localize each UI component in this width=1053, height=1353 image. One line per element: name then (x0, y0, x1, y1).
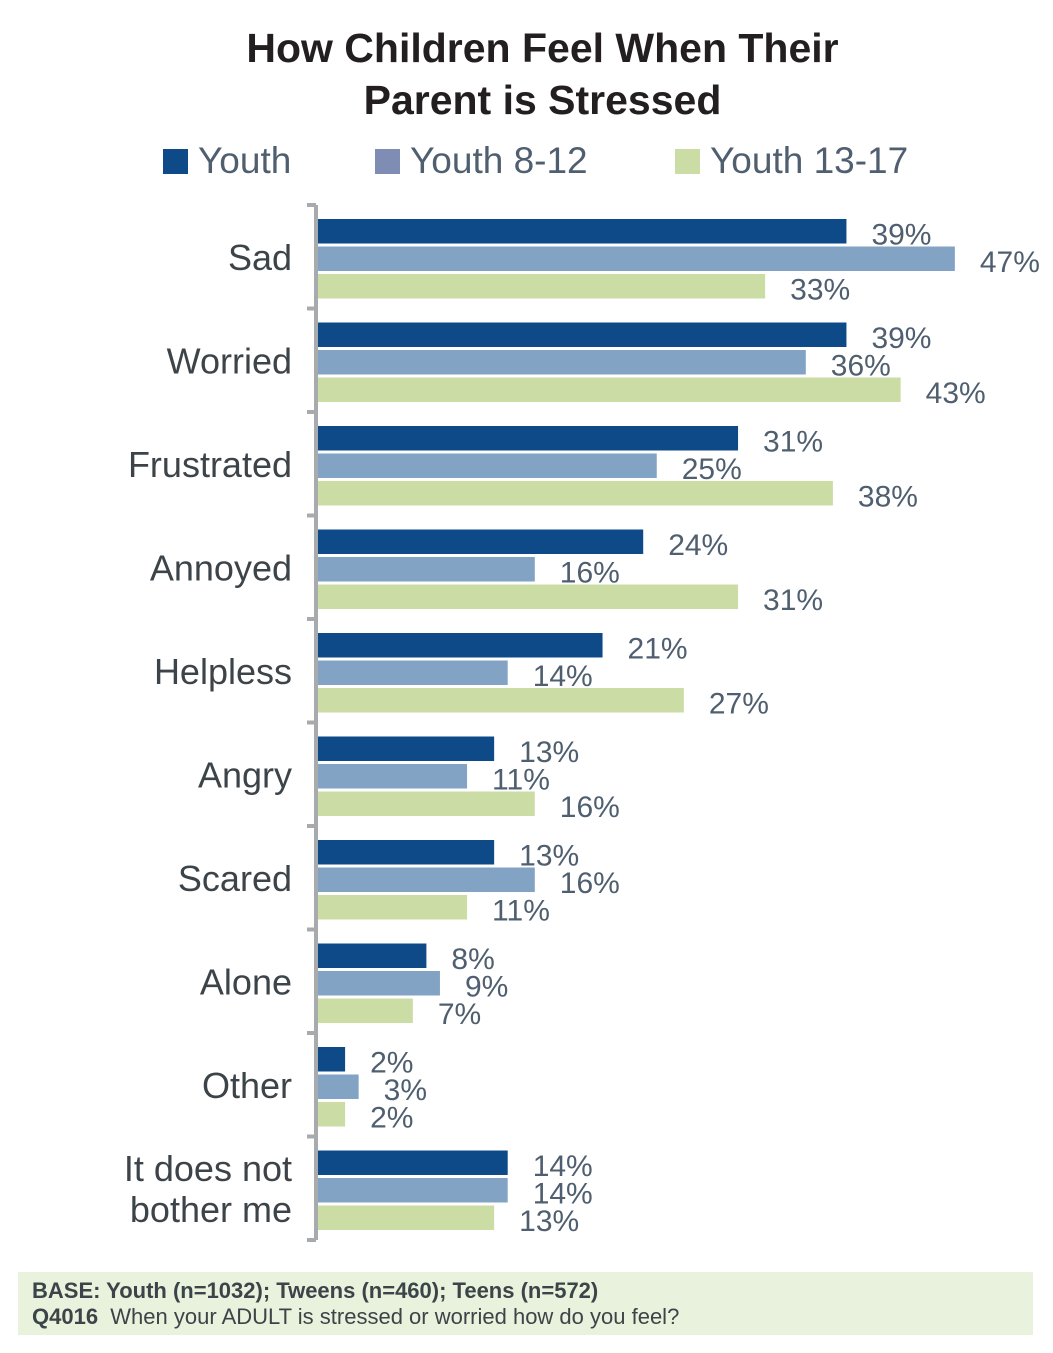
chart-title-line-2: Parent is Stressed (363, 77, 722, 123)
bar-youth (318, 322, 847, 347)
bar-chart: Sad39%47%33%Worried39%36%43%Frustrated31… (124, 203, 1040, 1242)
category-label: Helpless (154, 651, 292, 692)
data-label: 43% (926, 377, 986, 410)
category-label: Annoyed (150, 547, 292, 588)
chart-title: How Children Feel When Their Parent is S… (0, 22, 1053, 126)
category-label: Alone (200, 961, 292, 1002)
data-label: 14% (533, 1177, 593, 1210)
data-label: 13% (519, 736, 579, 769)
data-label: 21% (628, 632, 688, 665)
category-label: Worried (167, 340, 292, 381)
data-label: 13% (519, 1205, 579, 1238)
bar-youth-8-12 (318, 660, 508, 685)
bar-youth-8-12 (318, 453, 657, 478)
data-label: 13% (519, 839, 579, 872)
bar-youth-13-17 (318, 791, 535, 816)
data-label: 33% (790, 273, 850, 306)
legend-label-youth-13-17: Youth 13-17 (710, 140, 909, 181)
data-label: 9% (465, 970, 508, 1003)
chart-footnote: BASE: Youth (n=1032); Tweens (n=460); Te… (18, 1272, 1033, 1335)
chart-legend: Youth Youth 8-12 Youth 13-17 (0, 140, 1053, 190)
bar-youth-13-17 (318, 274, 766, 299)
bar-youth-8-12 (318, 971, 440, 996)
bar-youth (318, 736, 495, 761)
bar-youth-13-17 (318, 1102, 346, 1127)
bar-youth (318, 943, 427, 968)
data-label: 3% (384, 1074, 427, 1107)
bar-youth-8-12 (318, 867, 535, 892)
bar-youth-8-12 (318, 350, 806, 375)
bar-youth (318, 840, 495, 865)
bar-youth-13-17 (318, 481, 833, 506)
data-label: 31% (763, 425, 823, 458)
data-label: 14% (533, 660, 593, 693)
data-label: 31% (763, 584, 823, 617)
bar-youth (318, 633, 603, 658)
data-label: 2% (370, 1046, 413, 1079)
data-label: 16% (560, 867, 620, 900)
bar-youth-8-12 (318, 1178, 508, 1203)
data-label: 36% (831, 349, 891, 382)
data-label: 39% (871, 322, 931, 355)
bar-youth-13-17 (318, 998, 413, 1023)
legend-item-youth: Youth (163, 140, 291, 182)
data-label: 24% (668, 529, 728, 562)
bar-youth-8-12 (318, 246, 955, 271)
category-label: Frustrated (128, 444, 292, 485)
bar-youth-13-17 (318, 688, 684, 713)
data-label: 16% (560, 556, 620, 589)
bar-youth-8-12 (318, 764, 468, 789)
category-label: bother me (130, 1189, 292, 1230)
base-note: BASE: Youth (n=1032); Tweens (n=460); Te… (18, 1272, 1033, 1304)
bar-youth (318, 219, 847, 244)
base-label: BASE: Youth (n=1032); Tweens (n=460); Te… (32, 1278, 599, 1303)
bar-youth-13-17 (318, 1205, 495, 1230)
category-label: Angry (198, 754, 292, 795)
data-label: 47% (980, 246, 1040, 279)
bar-youth-8-12 (318, 557, 535, 582)
data-label: 8% (451, 943, 494, 976)
data-label: 27% (709, 687, 769, 720)
data-label: 39% (871, 218, 931, 251)
data-label: 11% (492, 763, 550, 796)
legend-label-youth-8-12: Youth 8-12 (410, 140, 588, 181)
legend-swatch-youth-13-17 (675, 148, 700, 174)
bar-youth (318, 1047, 346, 1072)
bar-youth-13-17 (318, 377, 901, 402)
data-label: 7% (438, 998, 481, 1031)
category-label: Scared (178, 858, 292, 899)
data-label: 11% (492, 894, 550, 927)
bar-youth-8-12 (318, 1074, 359, 1099)
question-id: Q4016 (32, 1304, 99, 1329)
question-text: When your ADULT is stressed or worried h… (110, 1304, 680, 1329)
data-label: 16% (560, 791, 620, 824)
legend-swatch-youth (163, 148, 188, 174)
data-label: 2% (370, 1101, 413, 1134)
bar-youth-13-17 (318, 895, 468, 920)
bar-youth (318, 426, 739, 451)
data-label: 14% (533, 1150, 593, 1183)
data-label: 38% (858, 480, 918, 513)
legend-swatch-youth-8-12 (375, 148, 400, 174)
legend-item-youth-13-17: Youth 13-17 (675, 140, 908, 182)
bar-youth-13-17 (318, 584, 739, 609)
chart-title-line-1: How Children Feel When Their (246, 25, 839, 71)
legend-item-youth-8-12: Youth 8-12 (375, 140, 588, 182)
category-label: Other (202, 1065, 292, 1106)
legend-label-youth: Youth (198, 140, 292, 181)
bar-youth (318, 529, 644, 554)
bar-youth (318, 1150, 508, 1175)
category-label: It does not (124, 1148, 292, 1189)
data-label: 25% (682, 453, 742, 486)
question-note: Q4016 When your ADULT is stressed or wor… (18, 1304, 1033, 1330)
category-label: Sad (228, 237, 292, 278)
